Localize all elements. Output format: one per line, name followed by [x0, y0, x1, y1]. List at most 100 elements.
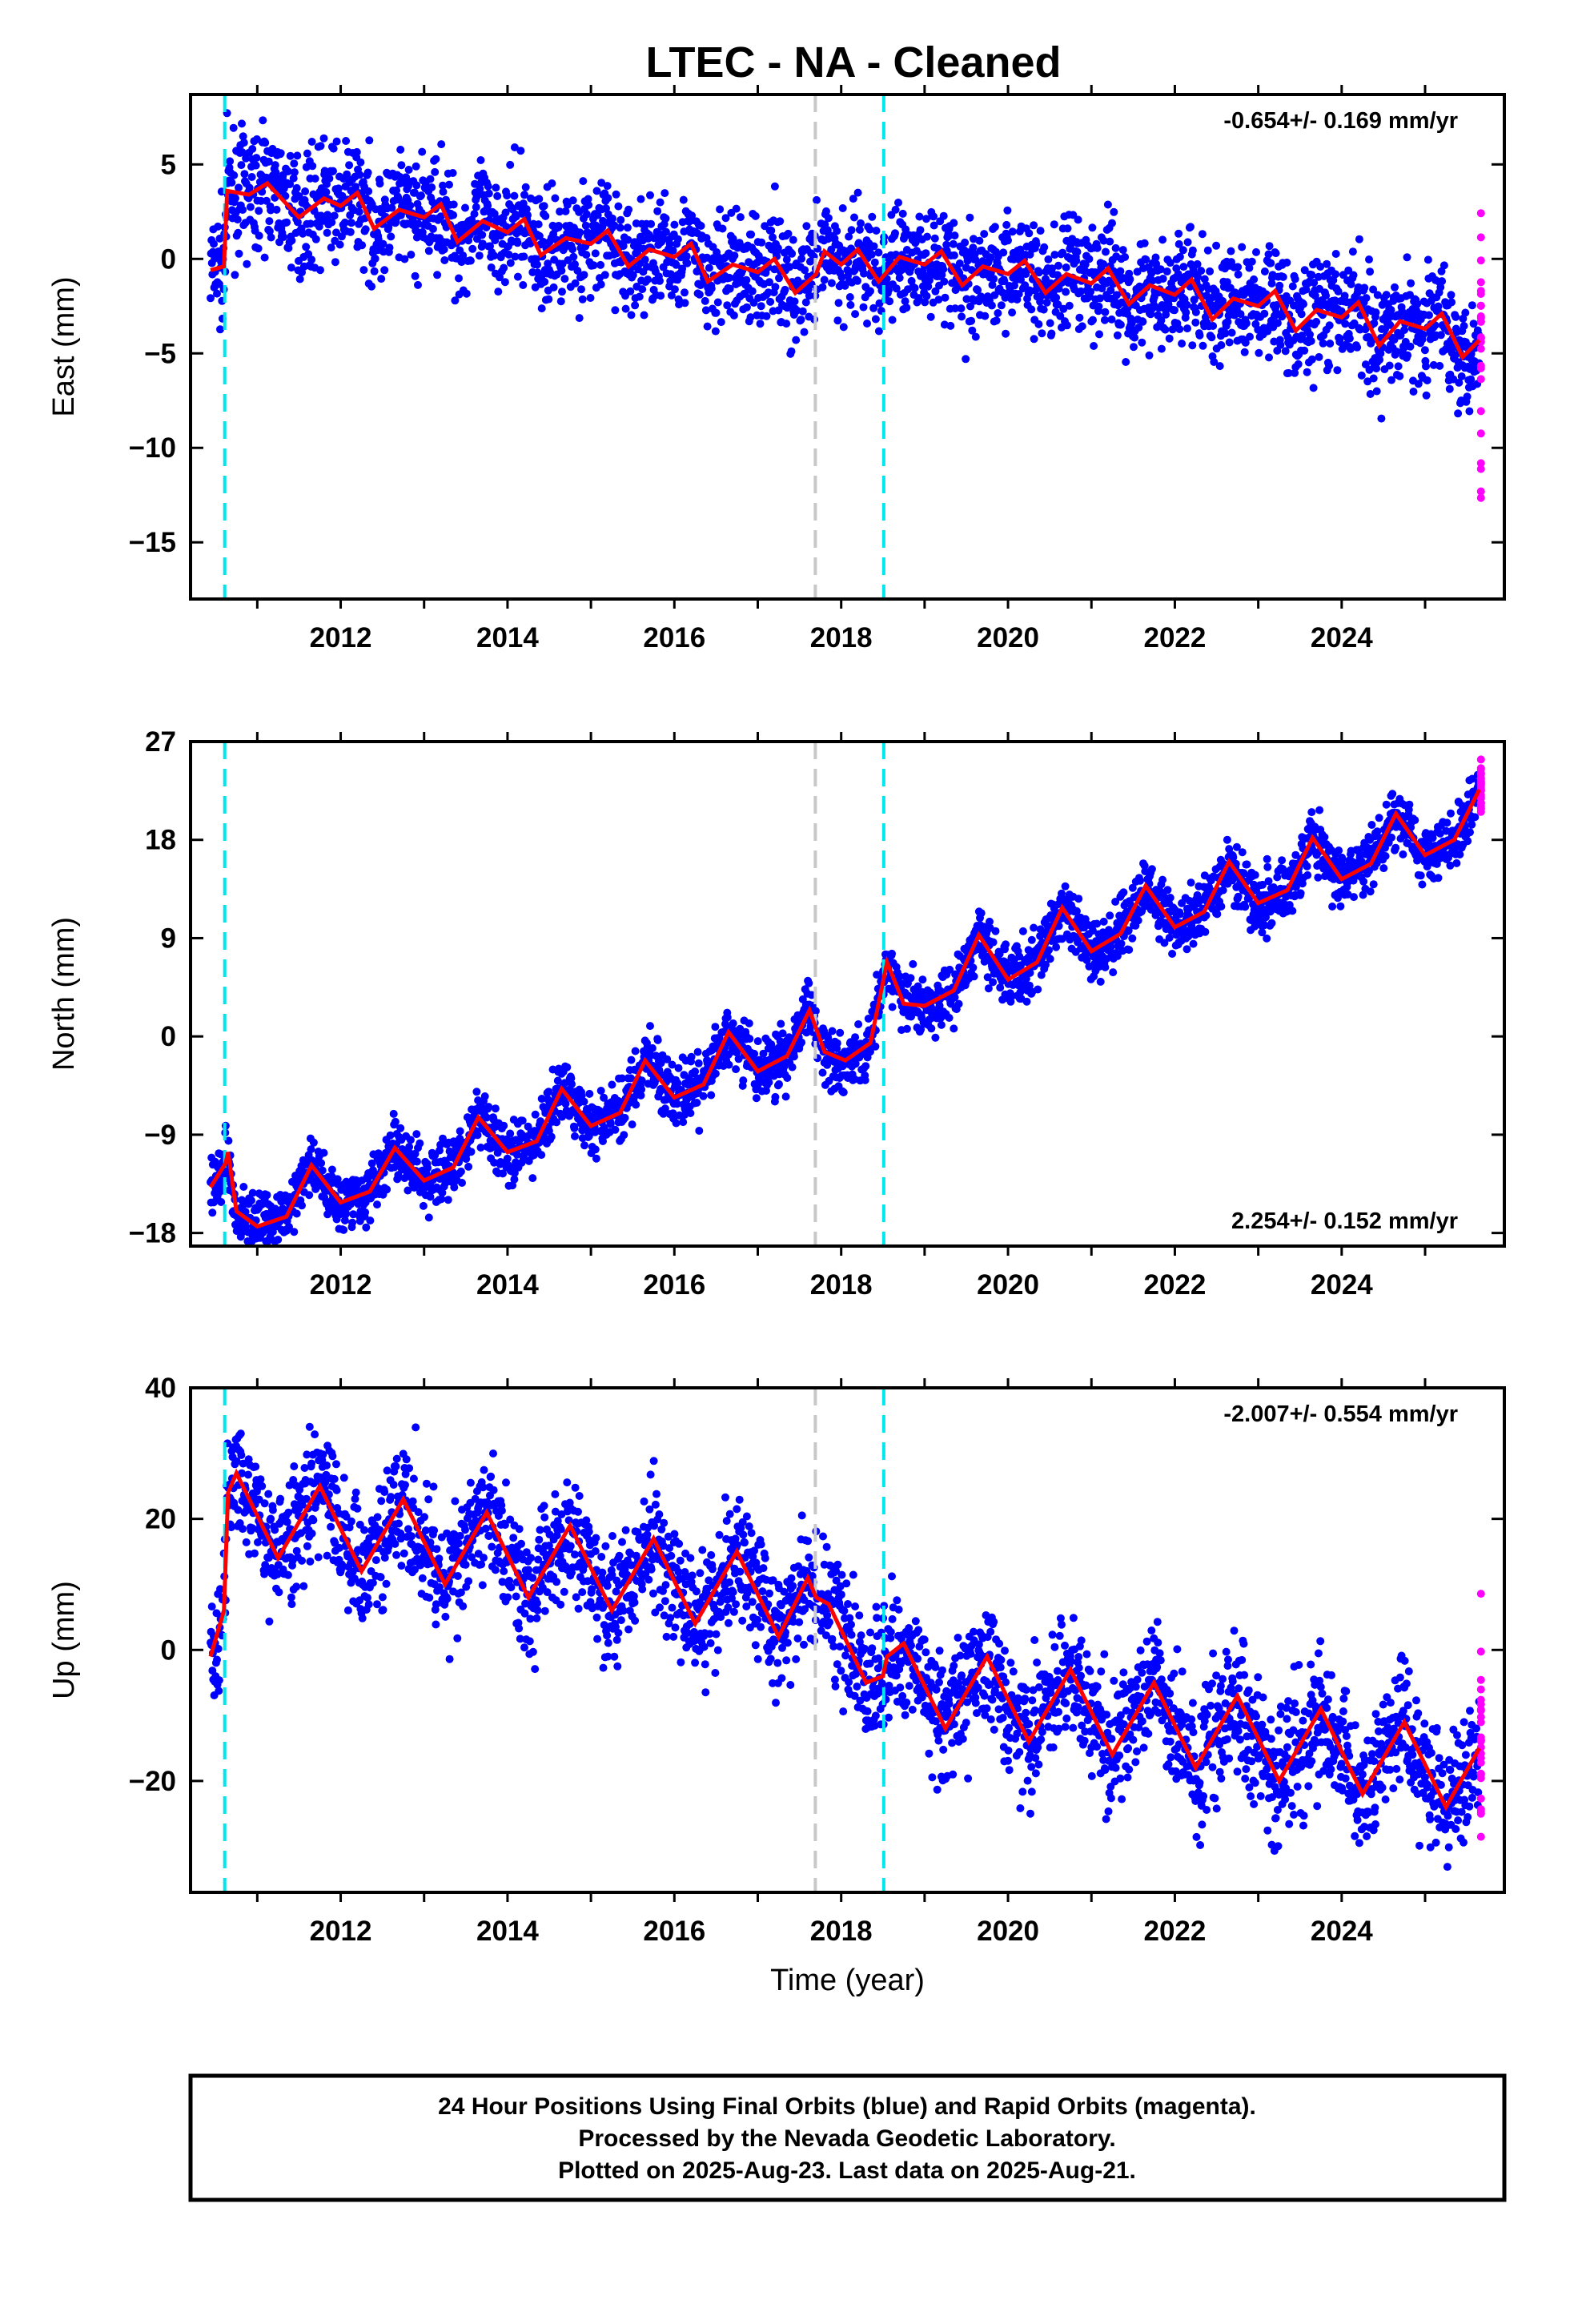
final-orbit-point — [1133, 267, 1142, 276]
final-orbit-point — [335, 240, 344, 249]
rapid-orbit-point — [1476, 361, 1485, 370]
final-orbit-point — [307, 255, 316, 264]
final-orbit-point — [1369, 374, 1378, 383]
final-orbit-point — [591, 1145, 600, 1154]
final-orbit-point — [1386, 320, 1395, 329]
final-orbit-point — [640, 255, 649, 264]
final-orbit-point — [897, 266, 905, 275]
final-orbit-point — [957, 304, 966, 313]
final-orbit-point — [1134, 324, 1143, 332]
final-orbit-point — [428, 224, 437, 233]
final-orbit-point — [265, 227, 274, 235]
east-y-ticks: 50−5−10−15 — [129, 149, 1504, 558]
final-orbit-point — [558, 287, 566, 296]
final-orbit-point — [363, 168, 372, 177]
final-orbit-point — [793, 306, 801, 315]
final-orbit-point — [319, 1148, 328, 1157]
final-orbit-point — [412, 162, 420, 171]
final-orbit-point — [1241, 338, 1250, 347]
final-orbit-point — [789, 235, 797, 244]
final-orbit-point — [667, 291, 676, 300]
final-orbit-point — [990, 223, 999, 231]
final-orbit-point — [362, 1223, 371, 1232]
final-orbit-point — [596, 1087, 605, 1095]
final-orbit-point — [251, 161, 260, 170]
final-orbit-point — [603, 182, 612, 191]
rapid-orbit-point — [1476, 278, 1485, 287]
final-orbit-point — [1247, 257, 1256, 266]
final-orbit-point — [503, 1154, 512, 1163]
final-orbit-point — [637, 1085, 646, 1094]
final-orbit-point — [1152, 259, 1161, 268]
final-orbit-point — [1325, 361, 1334, 370]
final-orbit-point — [1223, 278, 1231, 287]
final-orbit-point — [537, 304, 546, 313]
final-orbit-point — [511, 252, 520, 261]
final-orbit-point — [1099, 259, 1108, 268]
final-orbit-point — [1170, 306, 1178, 315]
final-orbit-point — [596, 260, 605, 269]
y-tick-label: −5 — [144, 338, 176, 369]
final-orbit-point — [673, 235, 682, 243]
final-orbit-point — [1227, 247, 1235, 255]
final-orbit-point — [624, 205, 633, 214]
final-orbit-point — [1423, 376, 1431, 384]
final-orbit-point — [323, 211, 332, 220]
final-orbit-point — [311, 235, 320, 243]
final-orbit-point — [1106, 286, 1115, 295]
final-orbit-point — [850, 213, 858, 222]
x-tick-label: 2012 — [310, 622, 372, 653]
final-orbit-point — [736, 213, 745, 222]
rapid-orbit-point — [1476, 344, 1485, 353]
final-orbit-point — [703, 322, 712, 331]
y-tick-label: 0 — [161, 243, 176, 275]
final-orbit-point — [580, 1141, 588, 1150]
final-orbit-point — [459, 251, 468, 259]
final-orbit-point — [1125, 946, 1134, 954]
final-orbit-point — [1419, 330, 1427, 339]
final-orbit-point — [656, 276, 664, 285]
final-orbit-point — [366, 1216, 375, 1225]
final-orbit-point — [851, 310, 860, 319]
final-orbit-point — [503, 191, 512, 200]
final-orbit-point — [355, 207, 363, 216]
final-orbit-point — [970, 972, 978, 981]
final-orbit-point — [549, 283, 558, 292]
final-orbit-point — [462, 289, 471, 298]
final-orbit-point — [385, 243, 394, 252]
final-orbit-point — [1455, 378, 1464, 387]
final-orbit-point — [484, 202, 492, 210]
final-orbit-point — [1158, 235, 1167, 244]
final-orbit-point — [1182, 300, 1191, 309]
final-orbit-point — [797, 316, 805, 324]
final-orbit-point — [647, 219, 656, 228]
final-orbit-point — [813, 195, 821, 204]
final-orbit-point — [701, 296, 709, 305]
final-orbit-point — [305, 1191, 314, 1200]
final-orbit-point — [239, 206, 247, 214]
final-orbit-point — [1316, 263, 1325, 271]
final-orbit-point — [261, 139, 270, 147]
final-orbit-point — [285, 1223, 293, 1231]
final-orbit-point — [640, 311, 648, 320]
final-orbit-point — [745, 1019, 753, 1027]
final-orbit-point — [272, 205, 281, 214]
final-orbit-point — [721, 214, 730, 223]
final-orbit-point — [332, 137, 341, 146]
final-orbit-point — [327, 243, 335, 252]
final-orbit-point — [416, 1139, 424, 1148]
final-orbit-point — [571, 1132, 579, 1140]
final-orbit-point — [1119, 888, 1128, 897]
final-orbit-point — [729, 1019, 737, 1027]
final-orbit-point — [1309, 384, 1318, 392]
final-orbit-point — [939, 211, 948, 220]
final-orbit-point — [521, 183, 530, 191]
rapid-orbit-point — [1476, 290, 1485, 298]
final-orbit-point — [1439, 261, 1448, 270]
final-orbit-point — [950, 219, 958, 227]
final-orbit-point — [961, 238, 970, 247]
final-orbit-point — [268, 1228, 277, 1236]
final-orbit-point — [962, 295, 971, 304]
final-orbit-point — [1182, 308, 1191, 317]
final-orbit-point — [1046, 319, 1054, 328]
